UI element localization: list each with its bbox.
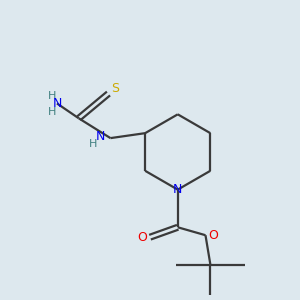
Text: H: H <box>88 139 97 149</box>
Text: O: O <box>137 231 147 244</box>
Text: H: H <box>48 107 56 117</box>
Text: O: O <box>208 229 218 242</box>
Text: N: N <box>96 130 105 142</box>
Text: N: N <box>173 183 182 196</box>
Text: N: N <box>52 97 62 110</box>
Text: S: S <box>111 82 119 95</box>
Text: H: H <box>48 91 56 100</box>
